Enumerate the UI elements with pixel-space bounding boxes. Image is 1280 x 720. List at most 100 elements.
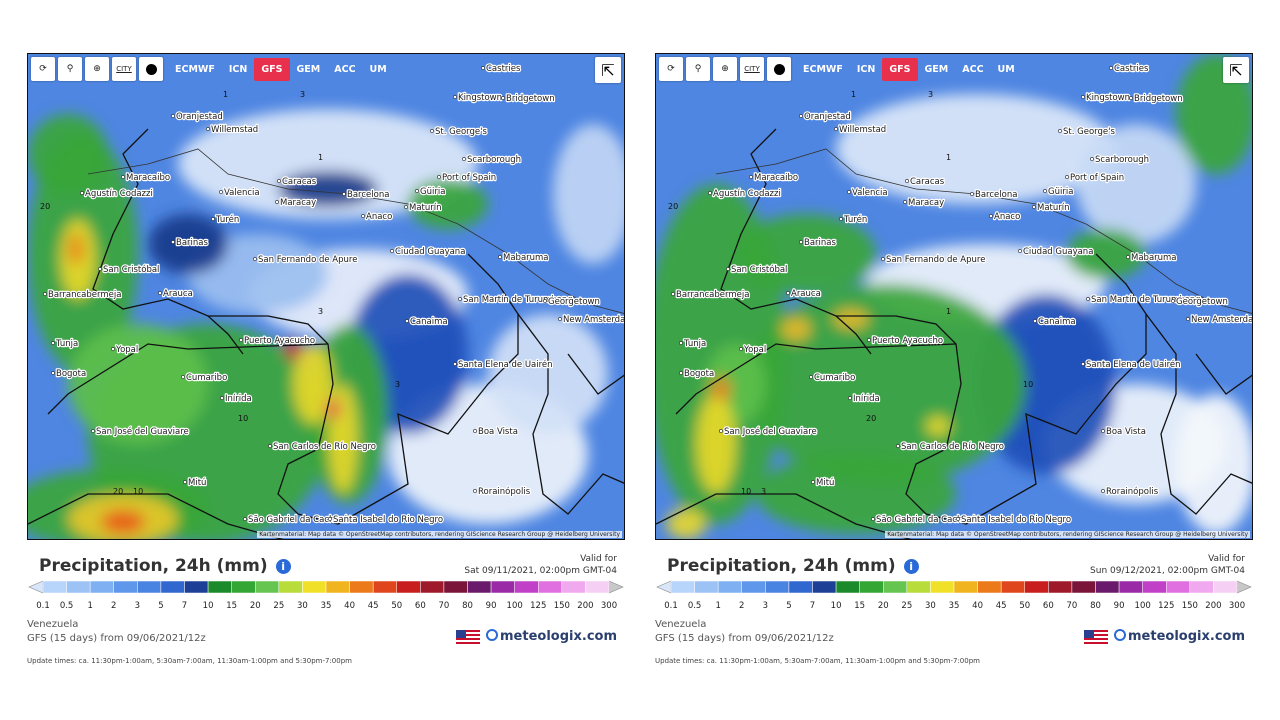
globe-icon <box>486 629 499 641</box>
scale-label: 300 <box>601 601 617 611</box>
city-dot <box>43 292 47 296</box>
model-list: ECMWF ICN GFS GEM ACC UM <box>168 57 394 81</box>
model-button[interactable]: ECMWF <box>803 63 843 75</box>
city-dot <box>847 190 851 194</box>
scale-label: 7 <box>810 601 815 611</box>
scale-step <box>561 580 586 594</box>
precip-area <box>746 284 1026 484</box>
place-label: Bogota <box>684 369 714 379</box>
city-dot <box>277 179 281 183</box>
scale-label: 50 <box>1019 601 1030 611</box>
scale-step <box>396 580 421 594</box>
info-icon[interactable]: i <box>903 558 919 574</box>
place-label: Cumaribo <box>186 373 227 383</box>
scale-label: 30 <box>297 601 308 611</box>
dot-icon <box>773 63 785 75</box>
precip-area <box>148 214 228 274</box>
city-button[interactable]: CITY <box>740 57 764 81</box>
city-dot <box>501 96 505 100</box>
city-dot <box>111 347 115 351</box>
scale-step <box>231 580 256 594</box>
dot-button[interactable] <box>767 57 791 81</box>
coastline <box>715 148 1252 314</box>
share-button[interactable]: ⇱ <box>595 57 621 83</box>
scale-label: 25 <box>901 601 912 611</box>
city-dot <box>181 375 185 379</box>
model-button[interactable]: GEM <box>924 63 949 75</box>
place-label: Barcelona <box>975 190 1017 200</box>
region: Venezuela <box>27 619 79 630</box>
model-button[interactable]: UM <box>997 63 1015 75</box>
title-text: Precipitation, 24h (mm) <box>39 556 268 576</box>
scale-step <box>859 580 884 594</box>
scale-label: 10 <box>203 601 214 611</box>
model-button[interactable]: ICN <box>228 63 248 75</box>
city-dot <box>453 362 457 366</box>
border <box>207 315 244 355</box>
update-times: Update times: ca. 11:30pm-1:00am, 5:30am… <box>655 657 980 665</box>
model-button[interactable]: ACC <box>962 63 984 75</box>
scale-step <box>467 580 492 594</box>
info-icon[interactable]: i <box>275 558 291 574</box>
scale-step <box>670 580 695 594</box>
globe-icon <box>1114 629 1127 641</box>
place-label: São Gabriel da Cachoeira <box>876 515 984 525</box>
city-dot <box>275 200 279 204</box>
place-label: Canaima <box>1038 317 1076 327</box>
scale-step <box>443 580 468 594</box>
tool-button[interactable]: ⊕ <box>85 57 109 81</box>
place-label: New Amsterdam <box>1191 315 1253 325</box>
city-dot <box>543 299 547 303</box>
city-dot <box>1081 362 1085 366</box>
tool-button[interactable]: ⟳ <box>31 57 55 81</box>
model-button[interactable]: ACC <box>334 63 356 75</box>
dot-button[interactable] <box>139 57 163 81</box>
scale-label: 40 <box>344 601 355 611</box>
toolbar: ⟳ ⚲ ⊕ CITY ECMWF ICN GFS GEM ACC UM <box>31 57 394 81</box>
map-canvas: 1 3 1 20 10 20 10 3 1 Castries Kingstown Bridgetown… <box>656 54 1253 539</box>
precip-area <box>1066 229 1146 279</box>
scale-label: 7 <box>182 601 187 611</box>
model-button[interactable]: UM <box>369 63 387 75</box>
place-label: Güiria <box>1048 187 1073 197</box>
place-label: Mabaruma <box>503 253 549 263</box>
city-dot <box>679 341 683 345</box>
model-button[interactable]: ECMWF <box>175 63 215 75</box>
city-dot <box>481 66 485 70</box>
place-label: Scarborough <box>467 155 521 165</box>
city-button[interactable]: CITY <box>112 57 136 81</box>
place-label: Yopal <box>115 345 138 355</box>
city-dot <box>799 114 803 118</box>
place-label: San Martín de Turumbang <box>1091 295 1201 305</box>
region: Venezuela <box>655 619 707 630</box>
attribution: Kartenmaterial: Map data © OpenStreetMap… <box>885 531 1250 538</box>
tool-button[interactable]: ⚲ <box>686 57 710 81</box>
tool-button[interactable]: ⟳ <box>659 57 683 81</box>
place-label: Maturín <box>1037 203 1070 213</box>
border <box>28 493 284 539</box>
city-dot <box>390 249 394 253</box>
model-button[interactable]: GFS <box>882 57 918 81</box>
place-label: Güiria <box>420 187 445 197</box>
tool-button[interactable]: ⚲ <box>58 57 82 81</box>
scale-label: 20 <box>878 601 889 611</box>
city-dot <box>1171 299 1175 303</box>
place-label: St. George's <box>1063 127 1115 137</box>
city-dot <box>342 192 346 196</box>
place-label: Barrancabermeja <box>676 290 749 300</box>
scale-label: 50 <box>391 601 402 611</box>
city-dot <box>253 257 257 261</box>
tool-button[interactable]: ⊕ <box>713 57 737 81</box>
model-button[interactable]: GFS <box>254 57 290 81</box>
city-dot <box>91 429 95 433</box>
map-canvas: 1 3 1 20 3 10 20 10 3 Castries Kingstown Bridgetown… <box>28 54 624 539</box>
scale-label: 100 <box>507 601 523 611</box>
model-button[interactable]: GEM <box>296 63 321 75</box>
scale-step <box>835 580 860 594</box>
model-button[interactable]: ICN <box>856 63 876 75</box>
scale-label: 15 <box>226 601 237 611</box>
share-button[interactable]: ⇱ <box>1223 57 1249 83</box>
scale-step <box>906 580 931 594</box>
precip-area <box>178 109 478 219</box>
